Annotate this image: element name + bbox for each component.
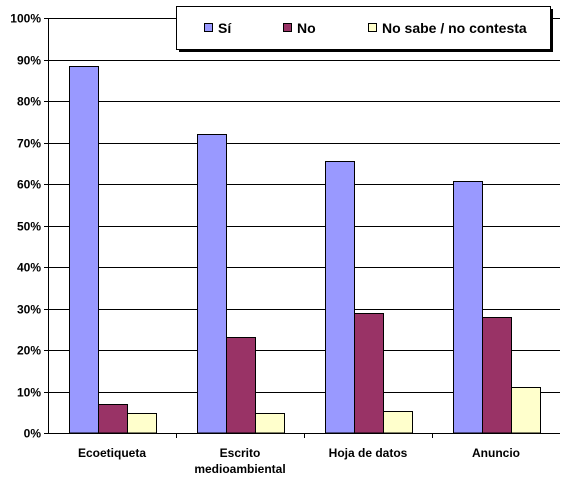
- bar: [453, 181, 483, 434]
- legend-swatch: [283, 23, 292, 32]
- y-tick-label: 90%: [17, 54, 41, 68]
- bar: [383, 411, 413, 434]
- bar: [98, 404, 128, 434]
- bars: [69, 66, 541, 434]
- bar: [511, 387, 541, 434]
- x-axis-labels: Ecoetiqueta Escrito medioambiental Hoja de …: [78, 446, 520, 476]
- y-tick-label: 80%: [17, 95, 41, 109]
- y-tick-label: 10%: [17, 386, 41, 400]
- bar: [197, 134, 227, 434]
- bar: [226, 337, 256, 434]
- x-tick-label: Anuncio: [472, 446, 520, 460]
- bar: [354, 313, 384, 434]
- x-tick-label: Escrito: [220, 446, 261, 460]
- axes: [48, 18, 560, 438]
- y-tick-label: 100%: [10, 12, 41, 26]
- bar: [325, 161, 355, 434]
- legend-swatch: [204, 23, 213, 32]
- legend-label: No: [297, 20, 316, 36]
- legend-label: No sabe / no contesta: [382, 20, 527, 36]
- legend-swatch: [368, 23, 377, 32]
- bar: [482, 317, 512, 434]
- bar: [255, 413, 285, 434]
- x-tick-label: Hoja de datos: [329, 446, 408, 460]
- y-tick-label: 30%: [17, 303, 41, 317]
- y-tick-label: 70%: [17, 137, 41, 151]
- y-tick-label: 20%: [17, 344, 41, 358]
- y-tick-label: 50%: [17, 220, 41, 234]
- legend-label: Sí: [218, 20, 232, 36]
- bar: [69, 66, 99, 434]
- legend: Sí No No sabe / no contesta: [176, 6, 553, 52]
- y-tick-label: 0%: [24, 427, 42, 441]
- x-tick-label: medioambiental: [194, 462, 285, 476]
- legend-box: [176, 6, 551, 50]
- bar: [127, 413, 157, 434]
- y-tick-label: 60%: [17, 178, 41, 192]
- y-tick-label: 40%: [17, 261, 41, 275]
- y-axis-ticks: 0% 10% 20% 30% 40% 50% 60% 70% 80% 90% 100%: [10, 12, 48, 441]
- x-tick-label: Ecoetiqueta: [78, 446, 146, 460]
